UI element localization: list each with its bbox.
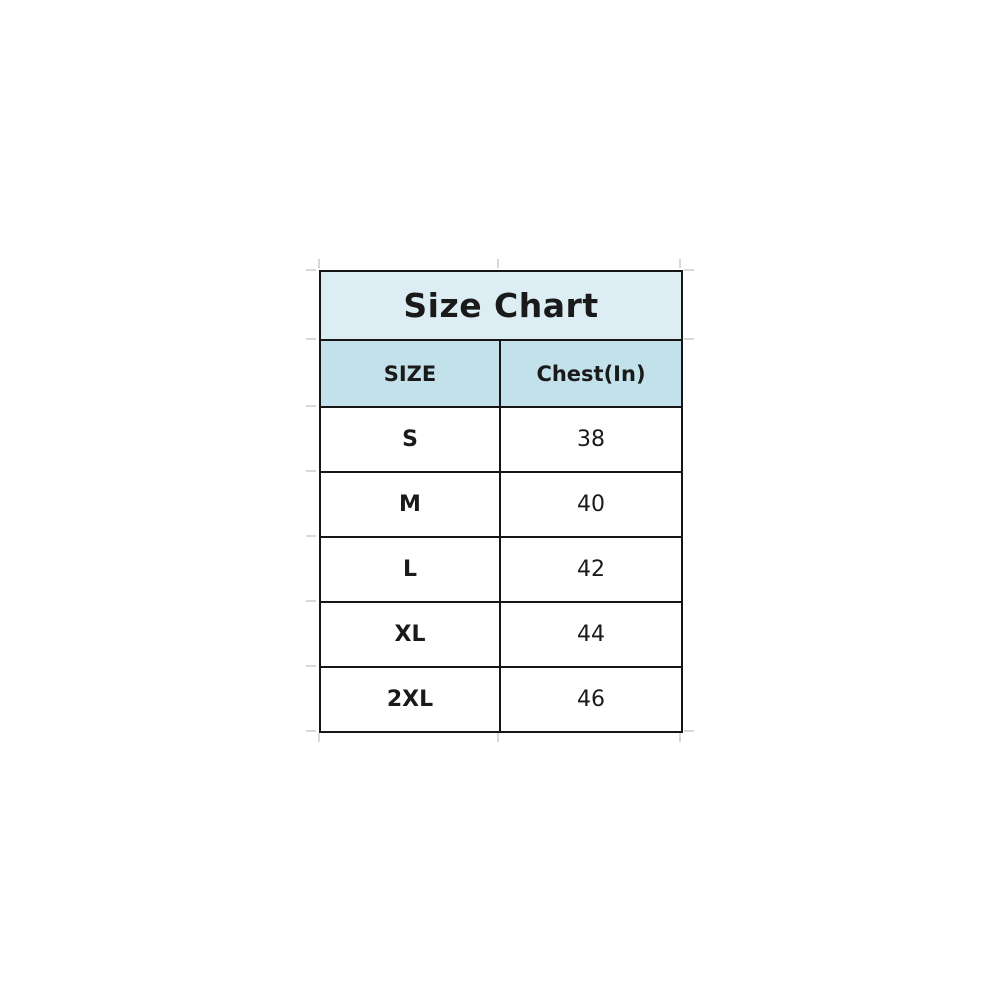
column-header-chest: Chest(In) xyxy=(499,339,683,408)
chest-value: 46 xyxy=(499,666,683,733)
column-header-size: SIZE xyxy=(319,339,501,408)
table-row: 2XL 46 xyxy=(319,666,683,733)
table-row: S 38 xyxy=(319,406,683,473)
gridline-tick xyxy=(306,665,316,667)
gridline-tick xyxy=(679,733,681,742)
gridline-tick xyxy=(684,338,694,340)
gridline-tick xyxy=(306,470,316,472)
gridline-tick xyxy=(306,269,316,271)
gridline-tick xyxy=(306,600,316,602)
gridline-tick xyxy=(306,338,316,340)
size-value: 2XL xyxy=(319,666,501,733)
table-row: M 40 xyxy=(319,471,683,538)
size-chart-table: Size Chart SIZE Chest(In) S 38 M 40 L 42… xyxy=(319,270,683,733)
gridline-tick xyxy=(684,730,694,732)
gridline-tick xyxy=(679,259,681,268)
size-value: XL xyxy=(319,601,501,668)
gridline-tick xyxy=(497,259,499,268)
size-value: S xyxy=(319,406,501,473)
gridline-tick xyxy=(306,535,316,537)
chest-value: 42 xyxy=(499,536,683,603)
table-row: L 42 xyxy=(319,536,683,603)
size-value: M xyxy=(319,471,501,538)
size-chart-title: Size Chart xyxy=(319,270,683,341)
header-row: SIZE Chest(In) xyxy=(319,339,683,408)
gridline-tick xyxy=(318,259,320,268)
chest-value: 40 xyxy=(499,471,683,538)
chest-value: 38 xyxy=(499,406,683,473)
table-row: XL 44 xyxy=(319,601,683,668)
gridline-tick xyxy=(306,730,316,732)
size-value: L xyxy=(319,536,501,603)
gridline-tick xyxy=(684,269,694,271)
chest-value: 44 xyxy=(499,601,683,668)
gridline-tick xyxy=(497,733,499,742)
gridline-tick xyxy=(306,405,316,407)
title-row: Size Chart xyxy=(319,270,683,341)
gridline-tick xyxy=(318,733,320,742)
